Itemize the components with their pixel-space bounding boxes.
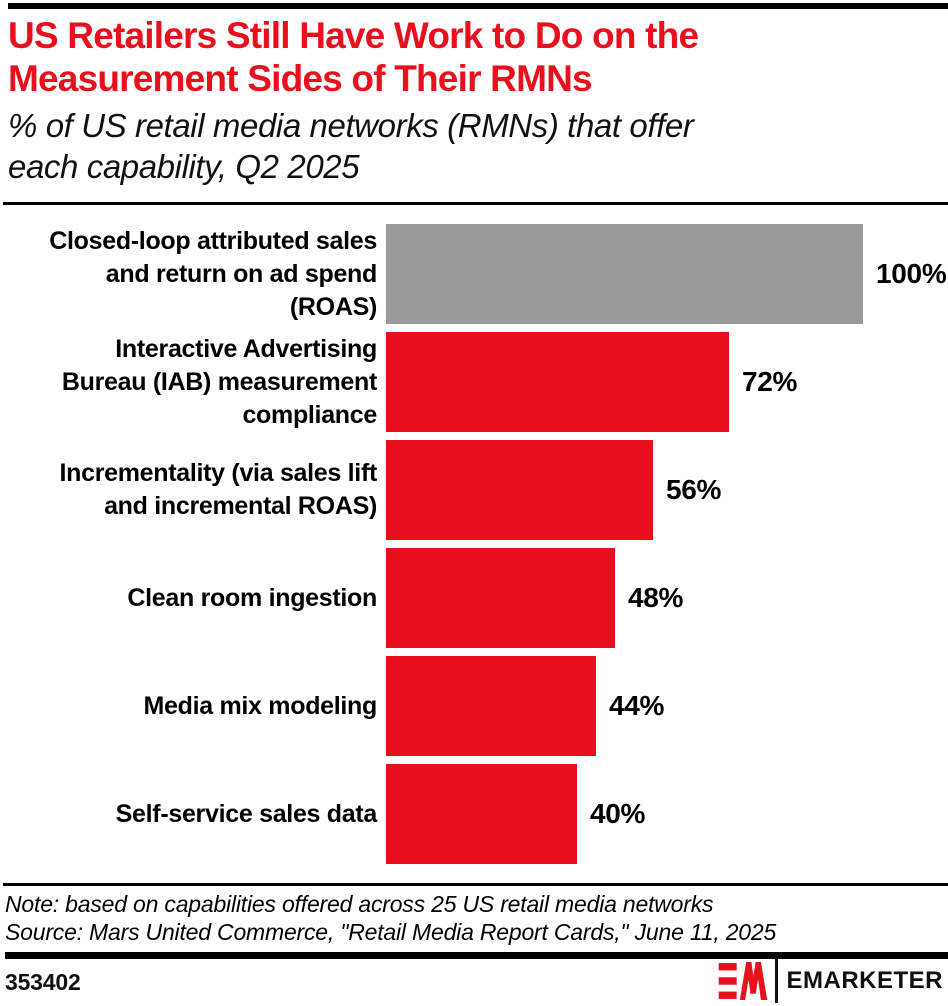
- chart-row: Self-service sales data 40%: [0, 760, 948, 868]
- emarketer-wordmark: EMARKETER: [786, 967, 943, 994]
- value-label: 72%: [742, 366, 798, 397]
- bar-track: 100%: [386, 224, 948, 324]
- chart-bottom-divider: [3, 883, 948, 886]
- emarketer-logo: EMARKETER: [718, 959, 943, 1003]
- value-label: 44%: [609, 690, 665, 721]
- chart-row: Clean room ingestion 48%: [0, 544, 948, 652]
- category-label: Interactive Advertising Bureau (IAB) meas…: [61, 334, 377, 429]
- title-line-1: US Retailers Still Have Work to Do on th…: [8, 15, 699, 56]
- bar-track: 48%: [386, 548, 948, 648]
- subtitle-line-1: % of US retail media networks (RMNs) tha…: [8, 107, 694, 144]
- value-label: 40%: [590, 798, 646, 829]
- bar-chart: Closed-loop attributed sales and return o…: [0, 220, 948, 868]
- chart-row: Interactive Advertising Bureau (IAB) meas…: [0, 328, 948, 436]
- chart-rows: Closed-loop attributed sales and return o…: [0, 220, 948, 868]
- bar: [386, 224, 863, 324]
- source-text: Source: Mars United Commerce, "Retail Me…: [5, 919, 777, 945]
- chart-id: 353402: [5, 969, 81, 995]
- value-label: 48%: [628, 582, 684, 613]
- bar-track: 44%: [386, 656, 948, 756]
- chart-row: Media mix modeling 44%: [0, 652, 948, 760]
- bar: [386, 332, 729, 432]
- subtitle-line-2: each capability, Q2 2025: [8, 148, 360, 185]
- bar: [386, 548, 615, 648]
- chart-subtitle: % of US retail media networks (RMNs) tha…: [8, 105, 694, 187]
- value-label: 56%: [666, 474, 722, 505]
- chart-row: Closed-loop attributed sales and return o…: [0, 220, 948, 328]
- em-monogram-icon: [719, 962, 768, 1000]
- chart-row: Incrementality (via sales lift and increm…: [0, 436, 948, 544]
- footer-divider: [5, 952, 948, 959]
- bar-track: 40%: [386, 764, 948, 864]
- header-divider: [3, 202, 948, 205]
- logo-divider: [775, 959, 779, 1003]
- page-title: US Retailers Still Have Work to Do on th…: [8, 14, 699, 100]
- value-label: 100%: [876, 258, 947, 289]
- category-label: Closed-loop attributed sales and return o…: [49, 226, 377, 321]
- category-label: Incrementality (via sales lift and increm…: [59, 459, 377, 520]
- bar: [386, 440, 653, 540]
- title-line-2: Measurement Sides of Their RMNs: [8, 58, 593, 99]
- category-label: Self-service sales data: [115, 799, 378, 828]
- note-text: Note: based on capabilities offered acro…: [5, 891, 714, 917]
- bar-track: 72%: [386, 332, 948, 432]
- footnotes: Note: based on capabilities offered acro…: [5, 890, 776, 946]
- category-label: Clean room ingestion: [127, 583, 377, 612]
- bar: [386, 764, 577, 864]
- top-accent-bar: [8, 3, 948, 9]
- bar-track: 56%: [386, 440, 948, 540]
- category-label: Media mix modeling: [143, 691, 377, 720]
- bar: [386, 656, 596, 756]
